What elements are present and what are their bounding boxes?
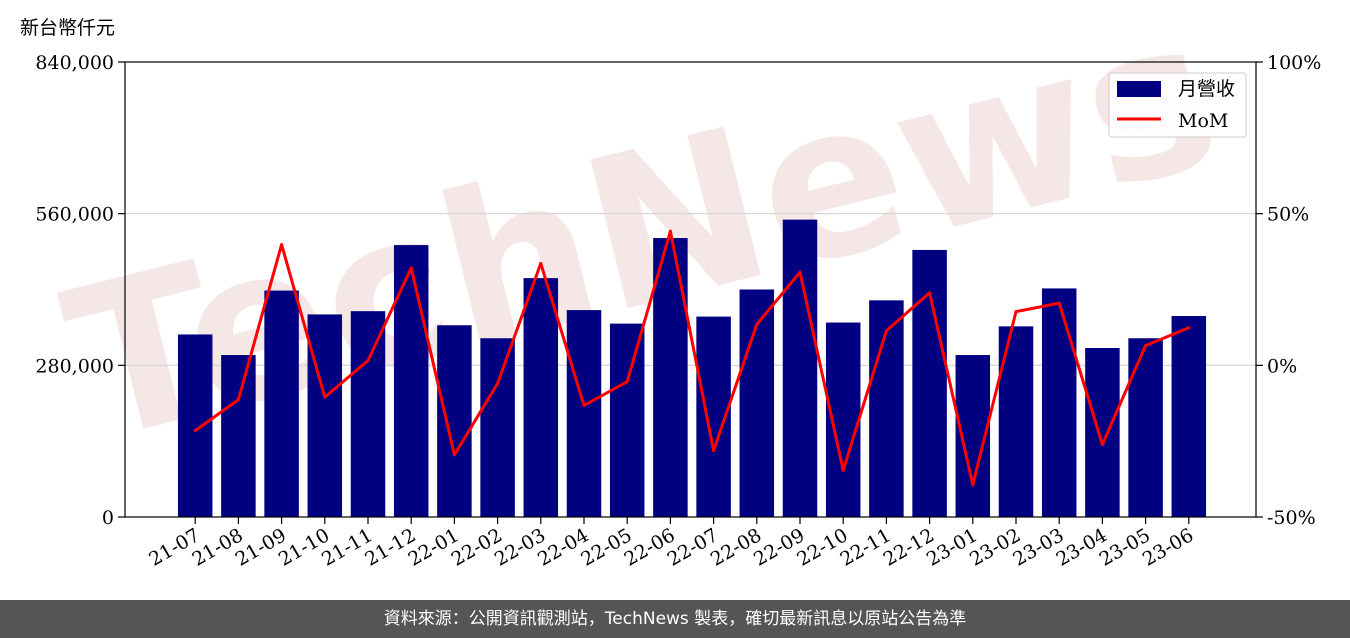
mom-point (496, 382, 500, 386)
bar (480, 338, 515, 517)
y-tick-label-left: 840,000 (35, 52, 114, 74)
mom-point (582, 403, 586, 407)
bar (1041, 288, 1077, 517)
bar (350, 311, 386, 517)
mom-point (1014, 310, 1018, 314)
mom-point (409, 266, 413, 270)
bar (1128, 338, 1163, 517)
mom-point (884, 329, 888, 333)
y-tick-label-right: 100% (1267, 52, 1321, 74)
mom-point (1100, 443, 1104, 447)
legend-label-mom: MoM (1178, 110, 1228, 132)
mom-point (236, 398, 240, 402)
mom-point (1187, 326, 1191, 330)
bar (653, 238, 688, 517)
mom-point (323, 395, 327, 399)
mom-point (193, 429, 197, 433)
mom-point (712, 449, 716, 453)
mom-point (755, 322, 759, 326)
legend-swatch-revenue (1117, 81, 1161, 97)
y-tick-label-left: 560,000 (35, 204, 114, 226)
y-tick-label-right: 0% (1267, 355, 1297, 377)
y-tick-label-right: 50% (1267, 204, 1309, 226)
x-tick-label: 23-06 (1139, 524, 1197, 570)
y-tick-label-left: 280,000 (35, 355, 114, 377)
plot-frame (124, 61, 1257, 518)
bar (912, 249, 947, 518)
mom-point (971, 483, 975, 487)
mom-point (1144, 344, 1148, 348)
bar (307, 314, 343, 517)
mom-point (539, 261, 543, 265)
y-axis-label: 新台幣仟元 (20, 17, 115, 39)
bar (523, 278, 559, 517)
bar (393, 245, 429, 518)
bar (264, 290, 299, 517)
mom-point (1057, 301, 1061, 305)
legend-label-revenue: 月營收 (1178, 78, 1235, 100)
mom-point (798, 270, 802, 274)
source-footer: 資料來源：公開資訊觀測站，TechNews 製表，確切最新訊息以原站公告為準 (0, 600, 1350, 638)
mom-point (280, 243, 284, 247)
bar (609, 323, 645, 517)
bar (221, 355, 256, 517)
bar (437, 325, 472, 517)
bar (566, 310, 602, 517)
mom-point (366, 358, 370, 362)
mom-point (625, 380, 629, 384)
bar (177, 334, 213, 517)
mom-point (452, 453, 456, 457)
bar (869, 300, 904, 517)
mom-point (668, 229, 672, 233)
y-tick-label-right: -50% (1267, 507, 1316, 529)
bar (1085, 348, 1120, 517)
chart-svg: TechNews 0280,000560,000840,000-50%0%50%… (20, 0, 1321, 571)
line-layer (193, 229, 1191, 487)
mom-line (194, 229, 1190, 487)
y-tick-label-left: 0 (102, 507, 114, 529)
mom-point (928, 291, 932, 295)
bar (782, 219, 818, 517)
bar (1171, 316, 1207, 517)
legend: 月營收 MoM (1108, 72, 1247, 138)
mom-point (841, 468, 845, 472)
bars-layer (177, 219, 1207, 518)
